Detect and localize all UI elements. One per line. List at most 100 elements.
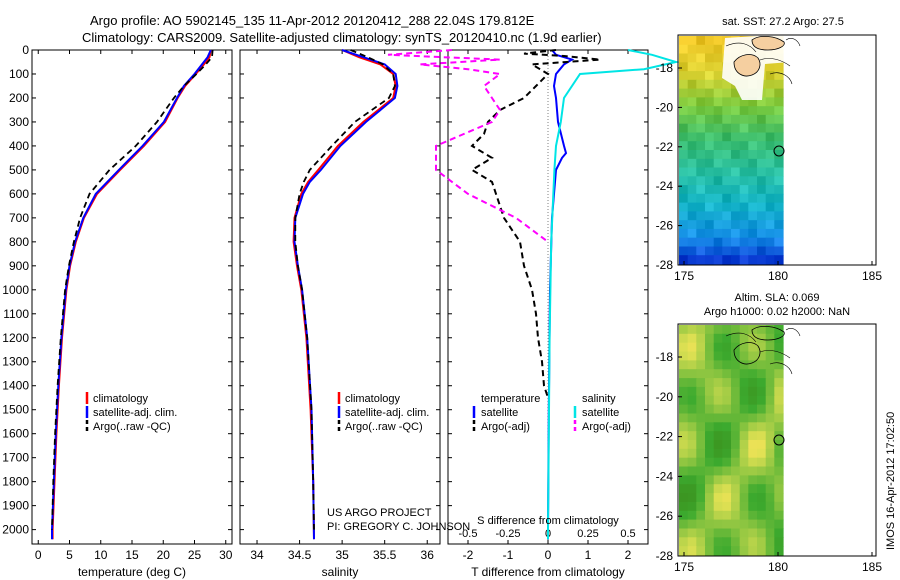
map-cell: [696, 71, 706, 81]
map-cell: [679, 44, 689, 55]
map-cell: [731, 369, 741, 379]
map-cell: [679, 537, 689, 547]
map-cell: [722, 475, 732, 485]
map-cell: [696, 369, 706, 379]
map-cell: [687, 193, 697, 204]
map-cell: [774, 404, 784, 414]
map-cell: [739, 228, 749, 239]
salinity-xlabel: salinity: [322, 565, 359, 579]
map-cell: [696, 537, 706, 547]
map-cell: [696, 150, 706, 160]
lon-tick-label: 175: [674, 560, 694, 574]
map-cell: [765, 386, 775, 397]
map-cell: [774, 475, 784, 485]
map-cell: [757, 404, 767, 414]
lat-tick-label: -18: [656, 61, 674, 75]
series-line-argo-raw-qc-: [51, 49, 214, 530]
map-cell: [713, 351, 723, 361]
map-cell: [722, 237, 732, 248]
map-cell: [757, 132, 767, 142]
map-cell: [696, 211, 706, 221]
map-cell: [739, 185, 749, 195]
map-cell: [679, 185, 689, 195]
map-cell: [774, 395, 784, 406]
map-cell: [679, 36, 689, 46]
map-cell: [696, 237, 706, 248]
map-cell: [705, 185, 715, 195]
depth-tick-label: 1900: [2, 499, 29, 513]
map-cell: [757, 501, 767, 512]
map-cell: [705, 484, 715, 494]
map-cell: [774, 123, 784, 134]
lon-tick-label: 185: [862, 560, 882, 574]
map-cell: [687, 369, 697, 379]
map-cell: [739, 132, 749, 142]
depth-tick-label: 1000: [2, 283, 29, 297]
map-cell: [757, 185, 767, 195]
map-cell: [687, 202, 697, 212]
map-cell: [739, 395, 749, 406]
map-cell: [696, 158, 706, 169]
map-cell: [713, 141, 723, 151]
map-cell: [696, 413, 706, 423]
map-cell: [774, 360, 784, 370]
map-cell: [722, 537, 732, 547]
map-cell: [696, 342, 706, 353]
map-cell: [705, 123, 715, 134]
map-cell: [748, 185, 758, 195]
map-cell: [713, 448, 723, 459]
map-cell: [757, 123, 767, 134]
map-cell: [731, 448, 741, 459]
map-cell: [722, 404, 732, 414]
map-cell: [739, 413, 749, 423]
map-cell: [679, 342, 689, 353]
map-cell: [722, 360, 732, 370]
fiji-islands-sla: [725, 326, 801, 375]
map-cell: [687, 158, 697, 169]
map-cell: [696, 395, 706, 406]
map-cell: [705, 493, 715, 503]
x-tick-label: 35.5: [373, 548, 397, 562]
map-cell: [722, 351, 732, 361]
map-cell: [765, 185, 775, 195]
legend-temperature-title: temperature: [481, 393, 540, 405]
map-cell: [757, 546, 767, 556]
map-cell: [705, 141, 715, 151]
map-cell: [774, 167, 784, 177]
x-tick-label: 30: [219, 548, 233, 562]
difference-xlabel-top: S difference from climatology: [477, 515, 619, 527]
map-cell: [774, 484, 784, 494]
map-cell: [748, 519, 758, 529]
map-cell: [713, 132, 723, 142]
map-cell: [748, 114, 758, 125]
map-cell: [713, 493, 723, 503]
map-cell: [679, 448, 689, 459]
map-cell: [774, 546, 784, 556]
map-cell: [722, 167, 732, 177]
map-cell: [757, 519, 767, 529]
map-cell: [722, 457, 732, 468]
map-cell: [713, 79, 723, 90]
map-cell: [713, 193, 723, 204]
map-cell: [687, 228, 697, 239]
map-cell: [774, 88, 784, 98]
map-cell: [765, 360, 775, 370]
map-cell: [679, 422, 689, 432]
map-cell: [696, 79, 706, 90]
map-cell: [713, 519, 723, 529]
map-cell: [748, 501, 758, 512]
map-cell: [679, 369, 689, 379]
map-cell: [687, 211, 697, 221]
map-cell: [679, 546, 689, 556]
map-cell: [739, 386, 749, 397]
map-cell: [722, 519, 732, 529]
map-cell: [705, 97, 715, 107]
map-cell: [713, 36, 723, 46]
map-cell: [705, 404, 715, 414]
map-cell: [722, 448, 732, 459]
map-cell: [774, 71, 784, 81]
map-cell: [731, 123, 741, 134]
map-cell: [713, 395, 723, 406]
map-cell: [765, 193, 775, 204]
map-cell: [696, 333, 706, 344]
